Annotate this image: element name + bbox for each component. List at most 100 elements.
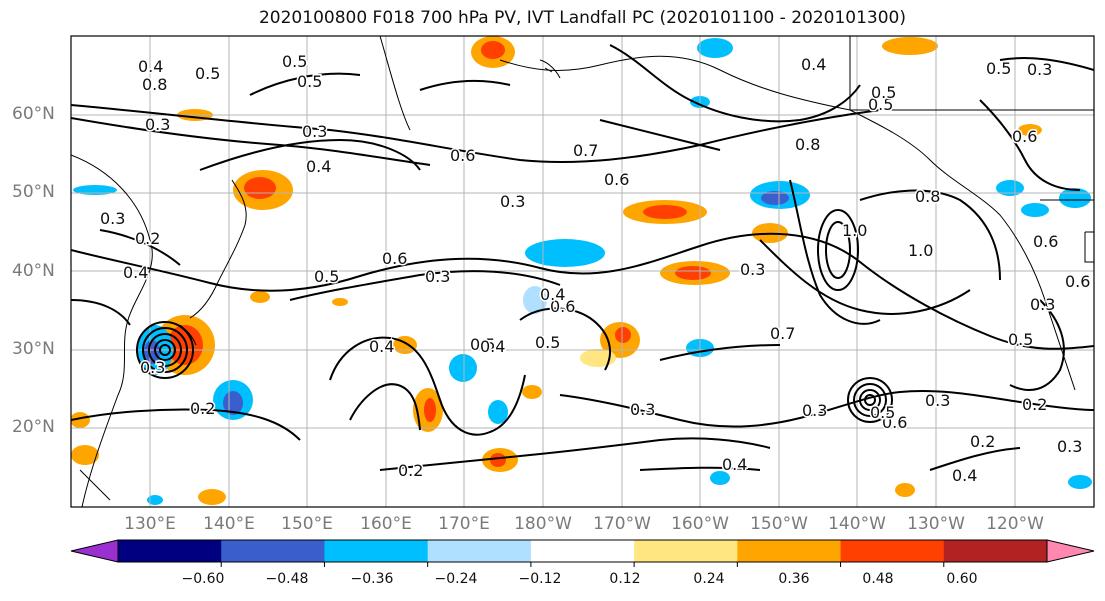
contour-label: 0.6 [550,297,575,316]
contour-label: 0.5 [195,64,220,83]
colorbar-cell [840,540,945,562]
lon-label: 170°E [438,514,490,534]
contour-label: 0.3 [425,267,450,286]
lon-label: 130°E [124,514,176,534]
contour-label: 0.4 [801,55,826,74]
contour-label: 0.3 [500,192,525,211]
contour-label: 0.2 [190,399,215,418]
colorbar-tick-label: −0.12 [518,571,562,587]
colorbar-tick-label: −0.24 [434,571,478,587]
lon-label: 160°W [671,514,729,534]
colorbar-cell [324,540,429,562]
colorbar-frame [117,539,1048,563]
contour-label: 0.5 [1008,330,1033,349]
contour-label: 0.6 [882,413,907,432]
colorbar-tick-label: −0.36 [350,571,394,587]
contour-label: 0.3 [1027,60,1052,79]
contour-label: 0.5 [314,267,339,286]
lon-label: 130°W [907,514,965,534]
contour-label: 0.5 [871,83,896,102]
contour-label: 0.4 [480,337,505,356]
contour-label: 0.8 [142,75,167,94]
map-frame [70,35,1095,508]
contour-label: 0.5 [297,72,322,91]
contour-label: 0.5 [986,59,1011,78]
contour-label: 0.2 [135,229,160,248]
contour-label: 1.0 [842,221,867,240]
contour-label: 0.4 [722,455,747,474]
contour-label: 0.6 [1065,272,1090,291]
contour-label: 0.3 [140,358,165,377]
contour-label: 0.7 [573,141,598,160]
contour-label: 0.8 [795,135,820,154]
lon-label: 140°E [203,514,255,534]
contour-label: 0.4 [540,285,565,304]
colorbar-cell [737,540,842,562]
lat-label-20n: 20°N [12,417,55,437]
colorbar-cell [530,540,635,562]
contour-label: 0.3 [802,401,827,420]
colorbar-tick-label: −0.60 [181,571,225,587]
contour-label: 0.4 [369,337,394,356]
lat-label-40n: 40°N [12,261,55,281]
colorbar-extend-low [70,539,119,563]
colorbar-cell [634,540,738,562]
contour-label: 0.3 [630,400,655,419]
contour-label: 0.3 [1030,295,1055,314]
lat-label-30n: 30°N [12,339,55,359]
contour-label: 0.4 [306,157,331,176]
lon-label: 170°W [593,514,651,534]
contour-label: 0.5 [868,95,893,114]
coastlines [71,36,1094,507]
lon-label: 160°E [360,514,412,534]
contour-label: 0.4 [123,263,148,282]
contour-label: 0.2 [1022,395,1047,414]
colorbar-tick-label: 0.36 [778,571,810,587]
colorbar-tick-label: 0.24 [693,571,725,587]
contour-label: 0.4 [138,57,163,76]
colorbar-tick-label: 0.12 [609,571,641,587]
contour-label: 0.8 [915,187,940,206]
graticule [71,36,1094,507]
contour-label: 0.3 [925,391,950,410]
colorbar-tick-label: 0.60 [946,571,978,587]
vortex-contours [136,209,893,423]
contour-label: 0.7 [770,324,795,343]
lon-label: 140°W [828,514,886,534]
colorbar-tick-label: −0.48 [265,571,309,587]
contour-label: 0.5 [470,335,495,354]
contour-labels: 0.4 0.50.80.30.20.30.40.50.30.40.60.50.30… [99,51,1092,487]
lon-label: 150°E [281,514,333,534]
contour-label: 0.6 [1033,232,1058,251]
contour-label: 0.3 [740,260,765,279]
contour-label: 0.2 [970,432,995,451]
contour-label: 0.5 [870,403,895,422]
contour-label: 1.0 [908,241,933,260]
lat-label-50n: 50°N [12,182,55,202]
contour-label: 0.3 [302,122,327,141]
contour-label: 0.3 [145,115,170,134]
contour-label: 0.4 [952,466,977,485]
colorbar-cell [221,540,325,562]
contour-label: 0.3 [1057,437,1082,456]
contour-label: 0.2 [398,461,423,480]
colorbar-extend-high [1046,539,1095,563]
contour-label: 0.6 [604,170,629,189]
map-title: 2020100800 F018 700 hPa PV, IVT Landfall… [258,8,906,28]
contour-label: 0.6 [450,146,475,165]
contour-label: 0.6 [382,249,407,268]
colorbar-tick-label: 0.48 [862,571,894,587]
pv-contours [71,44,1094,471]
colorbar-cell [943,540,1048,562]
contour-label: 0.6 [1012,127,1037,146]
lon-label: 150°W [750,514,808,534]
contour-label: 0.5 [282,52,307,71]
contour-label: 0.3 [100,209,125,228]
contour-label: 0.5 [535,333,560,352]
lon-label: 180°W [514,514,572,534]
colorbar-cell [118,540,222,562]
lat-label-60n: 60°N [12,104,55,124]
colorbar-cell [427,540,532,562]
